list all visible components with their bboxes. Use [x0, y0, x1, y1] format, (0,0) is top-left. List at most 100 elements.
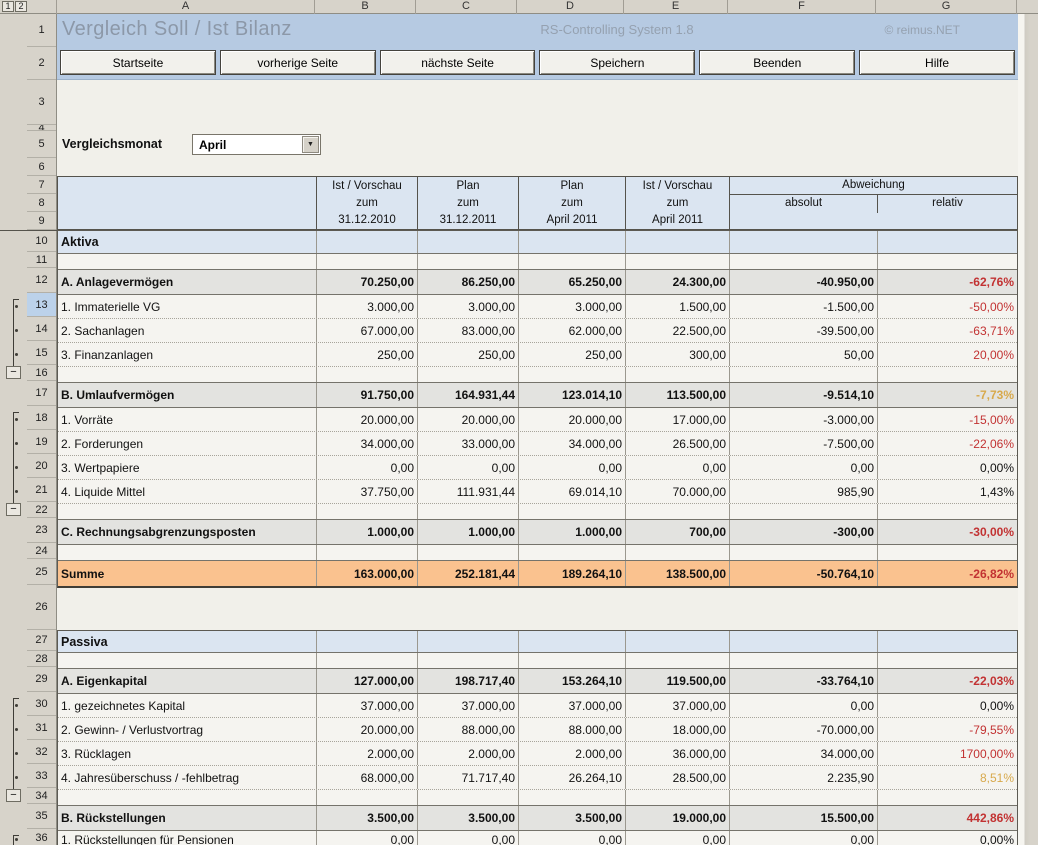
row-header-12[interactable]: 12	[27, 268, 56, 293]
value-cell[interactable]: 0,00	[729, 456, 877, 479]
row-header-17[interactable]: 17	[27, 381, 56, 406]
value-cell[interactable]	[729, 631, 877, 652]
value-cell[interactable]	[729, 653, 877, 668]
chevron-down-icon[interactable]: ▼	[302, 136, 319, 153]
value-cell[interactable]: 153.264,10	[518, 669, 625, 693]
row-label-cell[interactable]: 3. Rücklagen	[61, 746, 132, 761]
row-header-11[interactable]: 11	[27, 252, 56, 268]
relative-deviation-cell[interactable]	[877, 790, 1017, 805]
value-cell[interactable]	[625, 545, 729, 560]
value-cell[interactable]: 3.500,00	[316, 806, 417, 830]
row-label-cell[interactable]: 3. Wertpapiere	[61, 460, 140, 475]
value-cell[interactable]	[417, 367, 518, 382]
relative-deviation-cell[interactable]: -63,71%	[877, 319, 1017, 342]
value-cell[interactable]	[316, 504, 417, 519]
row-label-cell[interactable]: 3. Finanzanlagen	[61, 347, 154, 362]
value-cell[interactable]: 0,00	[729, 694, 877, 717]
value-cell[interactable]: 0,00	[625, 456, 729, 479]
relative-deviation-cell[interactable]: 0,00%	[877, 831, 1017, 845]
value-cell[interactable]	[417, 545, 518, 560]
column-header-F[interactable]: F	[728, 0, 876, 14]
value-cell[interactable]	[518, 653, 625, 668]
value-cell[interactable]: 700,00	[625, 520, 729, 544]
outline-level-2-button[interactable]: 2	[15, 1, 27, 12]
value-cell[interactable]: -33.764,10	[729, 669, 877, 693]
relative-deviation-cell[interactable]: -62,76%	[877, 270, 1017, 294]
row-header-34[interactable]: 34	[27, 788, 56, 804]
row-header-24[interactable]: 24	[27, 543, 56, 559]
row-label-cell[interactable]	[58, 367, 316, 382]
value-cell[interactable]: 1.000,00	[518, 520, 625, 544]
header-cell-plan-april[interactable]: Plan zum April 2011	[518, 177, 625, 229]
row-header-25[interactable]: 25	[27, 559, 56, 585]
row-label-cell[interactable]: Passiva	[61, 634, 108, 649]
relative-deviation-cell[interactable]: -79,55%	[877, 718, 1017, 741]
value-cell[interactable]	[417, 504, 518, 519]
row-label-cell[interactable]: Aktiva	[61, 235, 99, 249]
row-header-16[interactable]: 16	[27, 365, 56, 381]
row-header-8[interactable]: 8	[27, 194, 56, 212]
row-label-cell[interactable]: B. Umlaufvermögen	[61, 388, 175, 402]
relative-deviation-cell[interactable]	[877, 231, 1017, 253]
value-cell[interactable]	[729, 504, 877, 519]
row-header-36[interactable]: 36	[27, 829, 56, 845]
row-label-cell[interactable]: 2. Gewinn- / Verlustvortrag	[61, 722, 204, 737]
value-cell[interactable]: 300,00	[625, 343, 729, 366]
header-cell-ist-april[interactable]: Ist / Vorschau zum April 2011	[625, 177, 729, 229]
row-label-cell[interactable]: A. Eigenkapital	[61, 674, 148, 688]
row-label-cell[interactable]	[58, 545, 316, 560]
row-header-32[interactable]: 32	[27, 740, 56, 764]
value-cell[interactable]: 88.000,00	[417, 718, 518, 741]
value-cell[interactable]	[518, 254, 625, 269]
row-header-35[interactable]: 35	[27, 804, 56, 829]
column-header-C[interactable]: C	[416, 0, 517, 14]
row-label-cell[interactable]: A. Anlagevermögen	[61, 275, 174, 289]
column-header-G[interactable]: G	[876, 0, 1017, 14]
row-header-1[interactable]: 1	[27, 14, 56, 47]
value-cell[interactable]: 2.000,00	[518, 742, 625, 765]
value-cell[interactable]: 19.000,00	[625, 806, 729, 830]
toolbar-button-beenden[interactable]: Beenden	[699, 50, 856, 75]
value-cell[interactable]: 1.000,00	[316, 520, 417, 544]
row-header-19[interactable]: 19	[27, 430, 56, 454]
value-cell[interactable]	[518, 231, 625, 253]
value-cell[interactable]: 83.000,00	[417, 319, 518, 342]
value-cell[interactable]	[625, 367, 729, 382]
value-cell[interactable]: 17.000,00	[625, 408, 729, 431]
value-cell[interactable]: 70.250,00	[316, 270, 417, 294]
value-cell[interactable]	[316, 254, 417, 269]
value-cell[interactable]	[417, 790, 518, 805]
relative-deviation-cell[interactable]: 8,51%	[877, 766, 1017, 789]
value-cell[interactable]	[625, 631, 729, 652]
value-cell[interactable]: 86.250,00	[417, 270, 518, 294]
value-cell[interactable]	[316, 790, 417, 805]
row-label-cell[interactable]	[58, 653, 316, 668]
value-cell[interactable]	[518, 631, 625, 652]
row-header-7[interactable]: 7	[27, 176, 56, 194]
relative-deviation-cell[interactable]: 442,86%	[877, 806, 1017, 830]
value-cell[interactable]: 15.500,00	[729, 806, 877, 830]
value-cell[interactable]: 250,00	[417, 343, 518, 366]
value-cell[interactable]	[518, 545, 625, 560]
row-label-cell[interactable]	[58, 254, 316, 269]
relative-deviation-cell[interactable]	[877, 631, 1017, 652]
row-label-cell[interactable]: 4. Liquide Mittel	[61, 484, 146, 499]
row-header-14[interactable]: 14	[27, 317, 56, 341]
row-label-cell[interactable]: B. Rückstellungen	[61, 811, 166, 825]
row-header-9[interactable]: 9	[27, 212, 56, 230]
value-cell[interactable]: 3.000,00	[316, 295, 417, 318]
value-cell[interactable]	[625, 653, 729, 668]
value-cell[interactable]: 70.000,00	[625, 480, 729, 503]
row-label-cell[interactable]: C. Rechnungsabgrenzungsposten	[61, 525, 256, 539]
deviation-absolute-label[interactable]: absolut	[784, 197, 823, 209]
value-cell[interactable]: 26.500,00	[625, 432, 729, 455]
value-cell[interactable]: 65.250,00	[518, 270, 625, 294]
value-cell[interactable]: 3.000,00	[518, 295, 625, 318]
value-cell[interactable]: 34.000,00	[729, 742, 877, 765]
row-header-23[interactable]: 23	[27, 518, 56, 543]
value-cell[interactable]: 62.000,00	[518, 319, 625, 342]
relative-deviation-cell[interactable]	[877, 254, 1017, 269]
row-label-cell[interactable]: 1. Rückstellungen für Pensionen	[61, 832, 234, 845]
value-cell[interactable]	[729, 367, 877, 382]
row-header-13[interactable]: 13	[27, 293, 56, 317]
